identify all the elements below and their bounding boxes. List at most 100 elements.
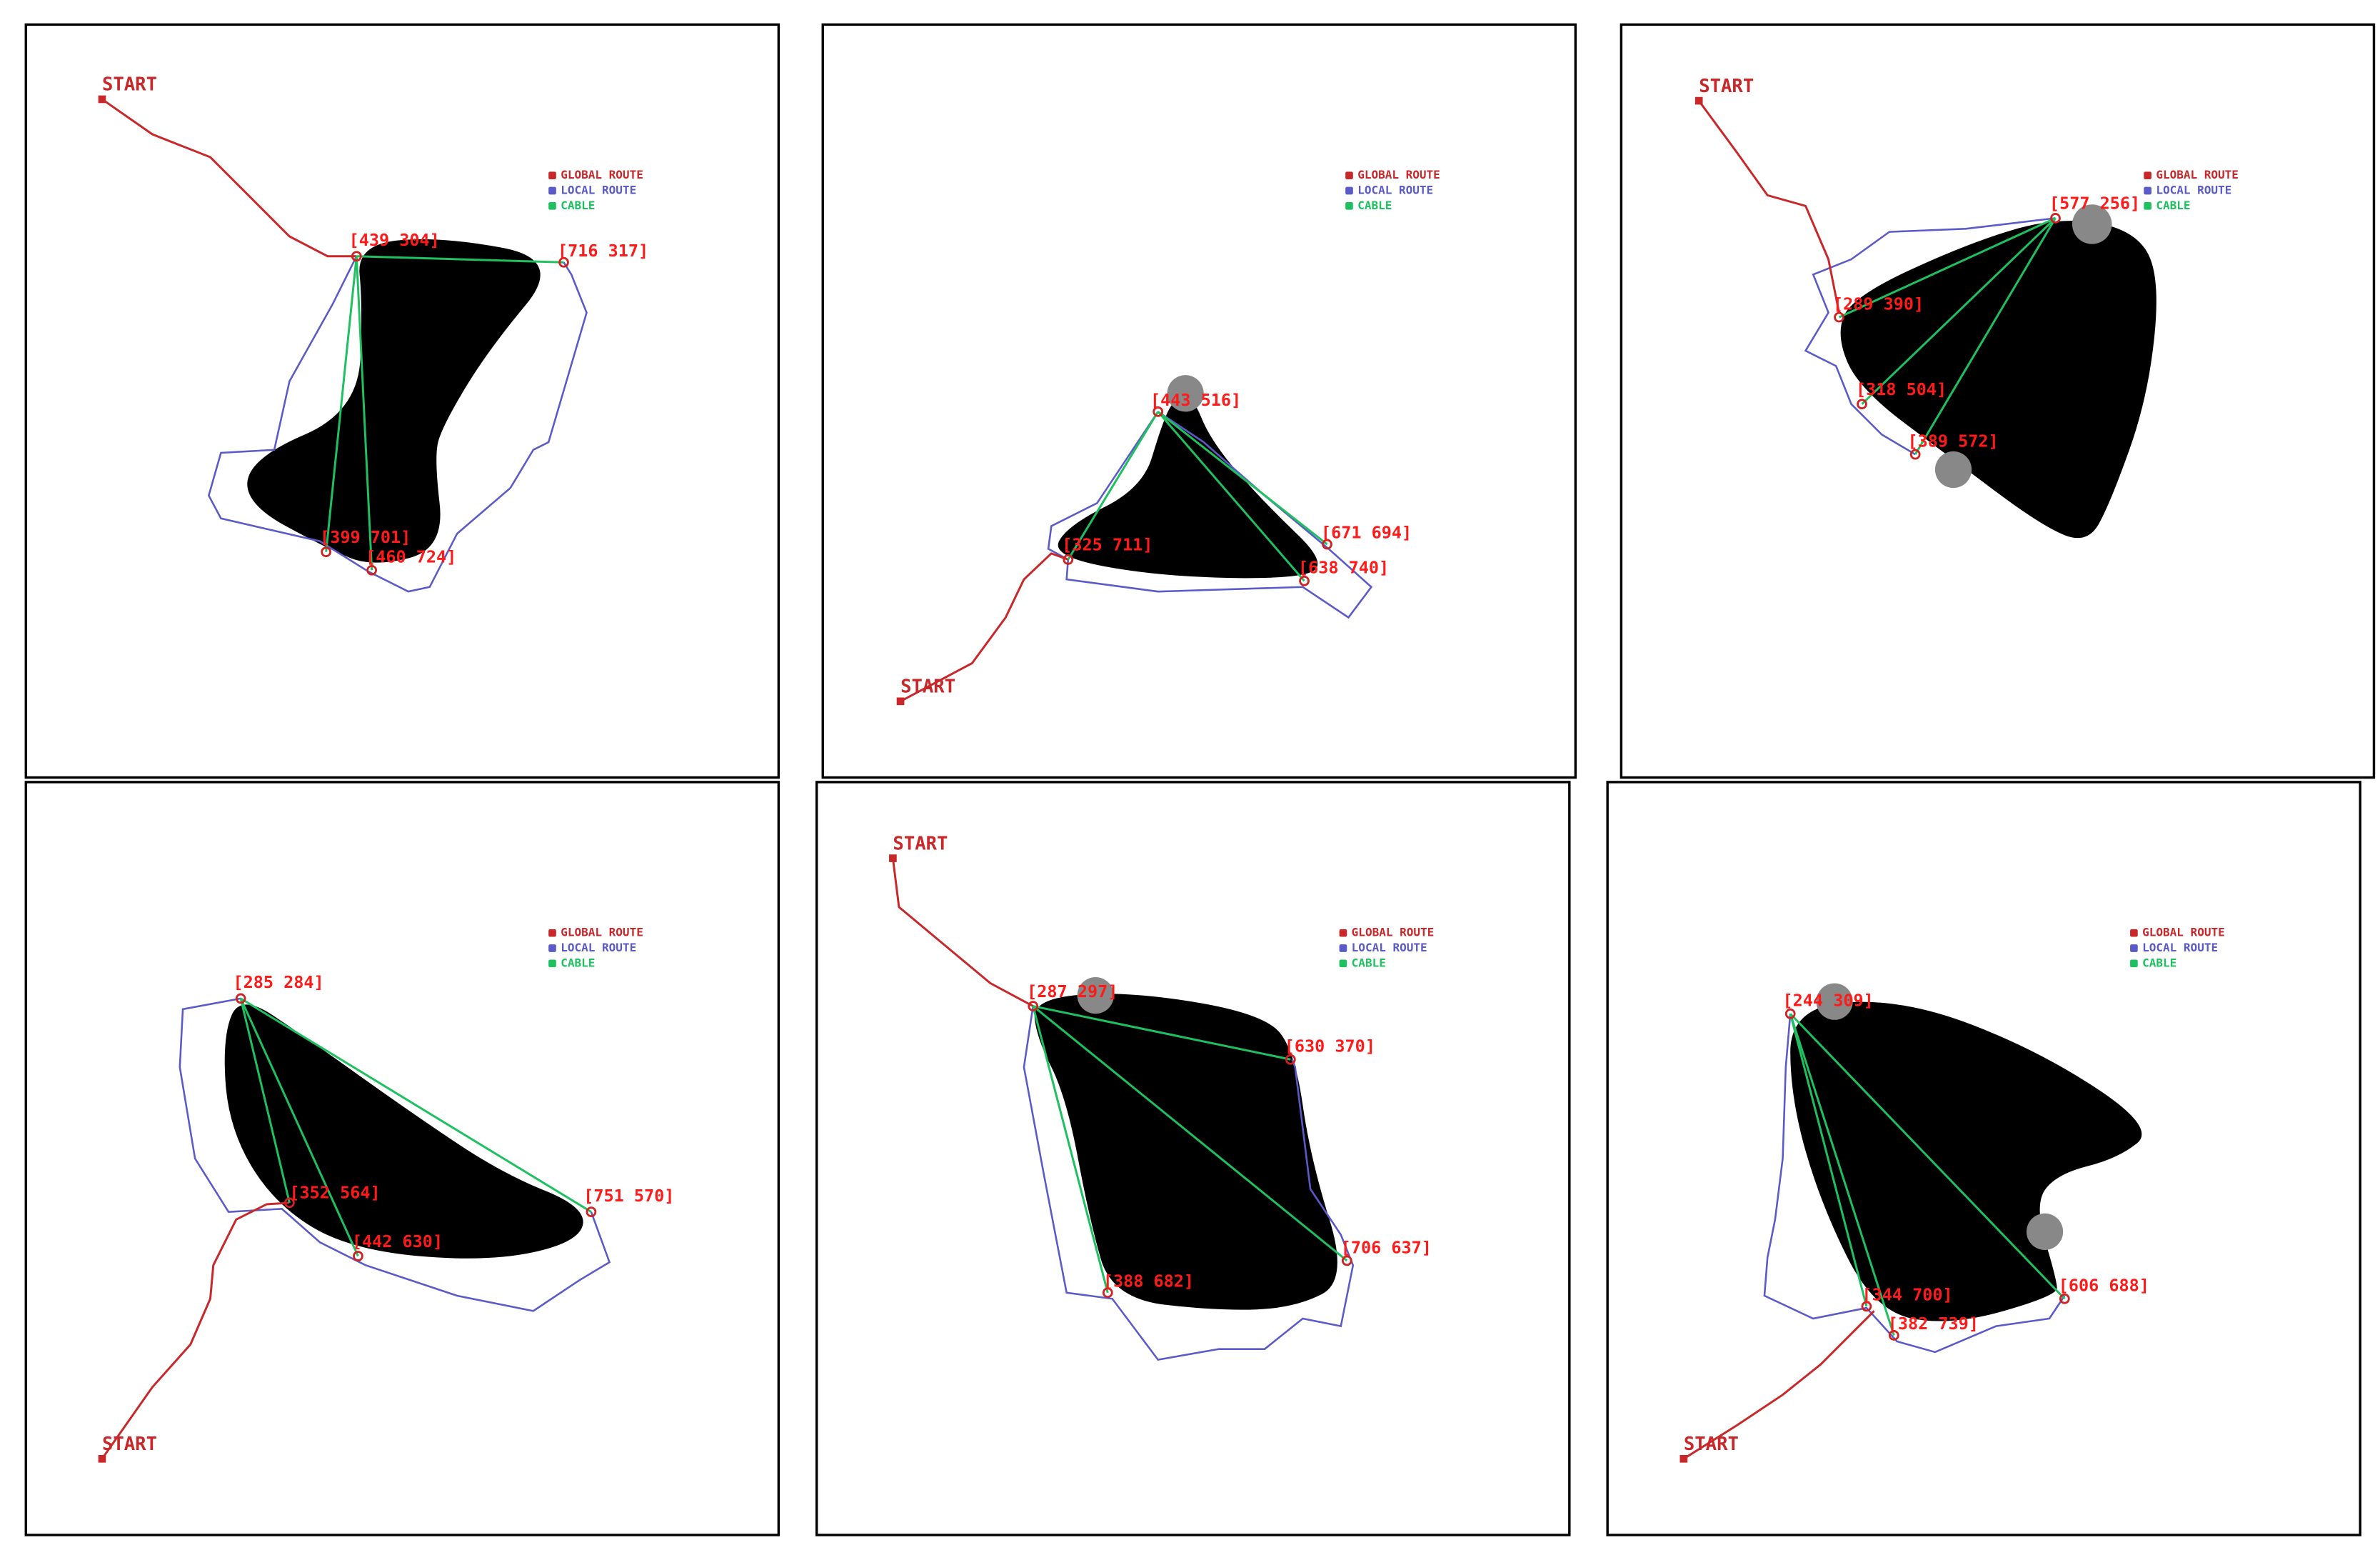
grey-marker — [2026, 1213, 2064, 1250]
local-route — [1804, 217, 2056, 456]
waypoint-label: [325 711] — [1062, 535, 1153, 555]
waypoint — [2050, 213, 2061, 224]
waypoint-label: [287 297] — [1027, 981, 1118, 1001]
start-marker — [889, 854, 897, 862]
legend-swatch — [2130, 929, 2138, 937]
legend-swatch — [2144, 186, 2151, 195]
local-route — [207, 256, 588, 593]
grey-marker — [2072, 204, 2112, 244]
waypoint — [1341, 1255, 1352, 1266]
waypoint-label: [399 701] — [320, 527, 411, 547]
global-route — [891, 858, 1034, 1007]
legend-swatch — [2144, 171, 2151, 179]
waypoint — [353, 1251, 363, 1261]
obstacle — [1034, 994, 1337, 1310]
legend-swatch — [2144, 201, 2151, 210]
waypoint — [1153, 406, 1164, 417]
obstacle — [1840, 221, 2156, 539]
grey-marker — [1934, 451, 1972, 489]
start-marker — [896, 697, 905, 706]
waypoint-label: [388 682] — [1103, 1271, 1194, 1291]
waypoint-label: [289 390] — [1833, 294, 1924, 314]
waypoint-label: [318 504] — [1856, 379, 1947, 399]
waypoint — [1861, 1301, 1872, 1312]
legend-swatch — [1339, 944, 1347, 952]
waypoint — [1322, 539, 1332, 550]
global-route — [900, 552, 1069, 703]
cable — [1157, 411, 1328, 546]
local-route — [179, 997, 611, 1312]
waypoint-label: [442 630] — [352, 1231, 443, 1251]
waypoint-label: [638 740] — [1298, 558, 1389, 578]
waypoint-label: [443 516] — [1150, 390, 1241, 410]
legend-swatch — [1339, 959, 1347, 968]
start-label: START — [893, 833, 948, 854]
cable — [1032, 1006, 1109, 1294]
waypoint-label: [460 724] — [366, 547, 456, 567]
waypoint — [1299, 575, 1310, 586]
legend-label: GLOBAL ROUTE — [2142, 926, 2225, 939]
start-label: START — [1684, 1434, 1739, 1455]
start-label: START — [102, 74, 157, 96]
grey-marker — [1077, 977, 1114, 1014]
waypoint-label: [389 572] — [1908, 431, 1999, 451]
waypoint — [1784, 1008, 1796, 1019]
waypoint — [1834, 311, 1844, 323]
waypoint-label: [285 284] — [233, 972, 323, 992]
legend-swatch — [548, 171, 556, 179]
waypoint-label: [706 637] — [1341, 1237, 1432, 1257]
cable — [239, 998, 359, 1257]
waypoint-label: [382 739] — [1888, 1314, 1979, 1334]
waypoint — [2059, 1293, 2070, 1304]
cable — [1789, 1013, 1895, 1336]
cable — [1789, 1013, 2066, 1300]
obstacle — [224, 1004, 583, 1259]
waypoint — [586, 1206, 597, 1217]
legend-swatch — [548, 959, 556, 968]
legend-swatch — [1345, 201, 1353, 210]
waypoint-label: [751 570] — [583, 1186, 674, 1206]
waypoint-label: [716 317] — [558, 241, 648, 261]
legend-label: GLOBAL ROUTE — [1352, 926, 1435, 939]
global-route — [101, 1201, 290, 1460]
cable — [1033, 1005, 1291, 1061]
legend-label: LOCAL ROUTE — [561, 183, 636, 196]
waypoint — [1063, 554, 1074, 565]
waypoint — [321, 546, 331, 558]
obstacle — [247, 239, 541, 563]
legend-label: CABLE — [1352, 956, 1386, 969]
waypoint — [1102, 1287, 1113, 1299]
legend-label: CABLE — [561, 199, 595, 212]
waypoint — [1028, 1001, 1039, 1011]
legend-swatch — [548, 186, 556, 195]
start-label: START — [102, 1434, 157, 1455]
legend-label: GLOBAL ROUTE — [1357, 168, 1440, 181]
waypoint-label: [344 700] — [1862, 1284, 1953, 1304]
obstacle — [1790, 1001, 2142, 1321]
legend-swatch — [548, 201, 556, 210]
legend-label: LOCAL ROUTE — [561, 941, 636, 954]
waypoint-label: [671 694] — [1321, 523, 1412, 543]
waypoint — [558, 256, 569, 268]
waypoint — [1857, 399, 1867, 410]
cable — [325, 256, 358, 552]
legend-label: CABLE — [561, 956, 595, 969]
waypoint-label: [439 304] — [349, 230, 440, 250]
cable — [1032, 1005, 1348, 1262]
cable — [1067, 411, 1159, 561]
start-marker — [1694, 96, 1703, 105]
waypoint-label: [630 370] — [1285, 1036, 1375, 1056]
cable — [1789, 1013, 1868, 1307]
cable — [1914, 217, 2057, 455]
legend-label: LOCAL ROUTE — [2156, 183, 2231, 196]
waypoint-label: [606 688] — [2059, 1276, 2149, 1296]
start-marker — [98, 1454, 106, 1463]
obstacle — [1058, 396, 1318, 579]
waypoint — [1888, 1330, 1899, 1341]
cable — [240, 997, 592, 1213]
local-route — [1023, 1006, 1355, 1361]
legend-label: GLOBAL ROUTE — [561, 926, 643, 939]
waypoint-label: [577 256] — [2049, 194, 2140, 214]
global-route — [1683, 1310, 1875, 1460]
